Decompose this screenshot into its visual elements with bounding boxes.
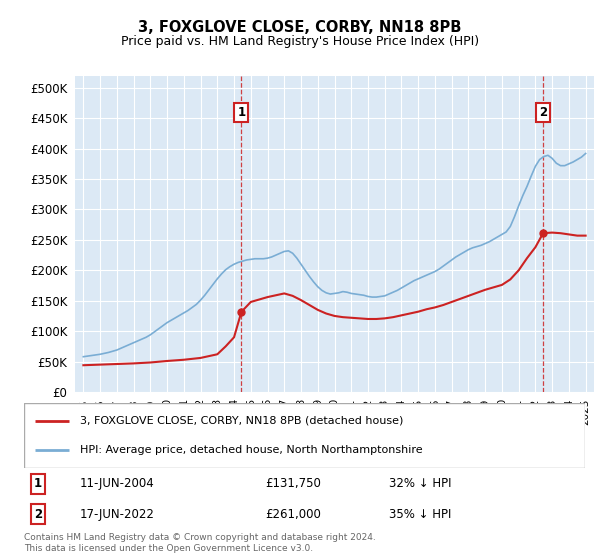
Text: Price paid vs. HM Land Registry's House Price Index (HPI): Price paid vs. HM Land Registry's House … bbox=[121, 35, 479, 48]
Text: 1: 1 bbox=[238, 106, 245, 119]
Text: 1: 1 bbox=[34, 477, 42, 491]
Text: £131,750: £131,750 bbox=[265, 477, 321, 491]
Text: £261,000: £261,000 bbox=[265, 507, 321, 521]
Text: Contains HM Land Registry data © Crown copyright and database right 2024.
This d: Contains HM Land Registry data © Crown c… bbox=[24, 533, 376, 553]
Text: 17-JUN-2022: 17-JUN-2022 bbox=[80, 507, 155, 521]
Text: 11-JUN-2004: 11-JUN-2004 bbox=[80, 477, 155, 491]
Text: 3, FOXGLOVE CLOSE, CORBY, NN18 8PB (detached house): 3, FOXGLOVE CLOSE, CORBY, NN18 8PB (deta… bbox=[80, 416, 403, 426]
Text: 32% ↓ HPI: 32% ↓ HPI bbox=[389, 477, 451, 491]
Text: 2: 2 bbox=[539, 106, 547, 119]
Point bbox=[538, 228, 548, 237]
Text: 2: 2 bbox=[34, 507, 42, 521]
Text: HPI: Average price, detached house, North Northamptonshire: HPI: Average price, detached house, Nort… bbox=[80, 445, 423, 455]
Text: 3, FOXGLOVE CLOSE, CORBY, NN18 8PB: 3, FOXGLOVE CLOSE, CORBY, NN18 8PB bbox=[139, 20, 461, 35]
Point bbox=[236, 307, 246, 316]
Text: 35% ↓ HPI: 35% ↓ HPI bbox=[389, 507, 451, 521]
